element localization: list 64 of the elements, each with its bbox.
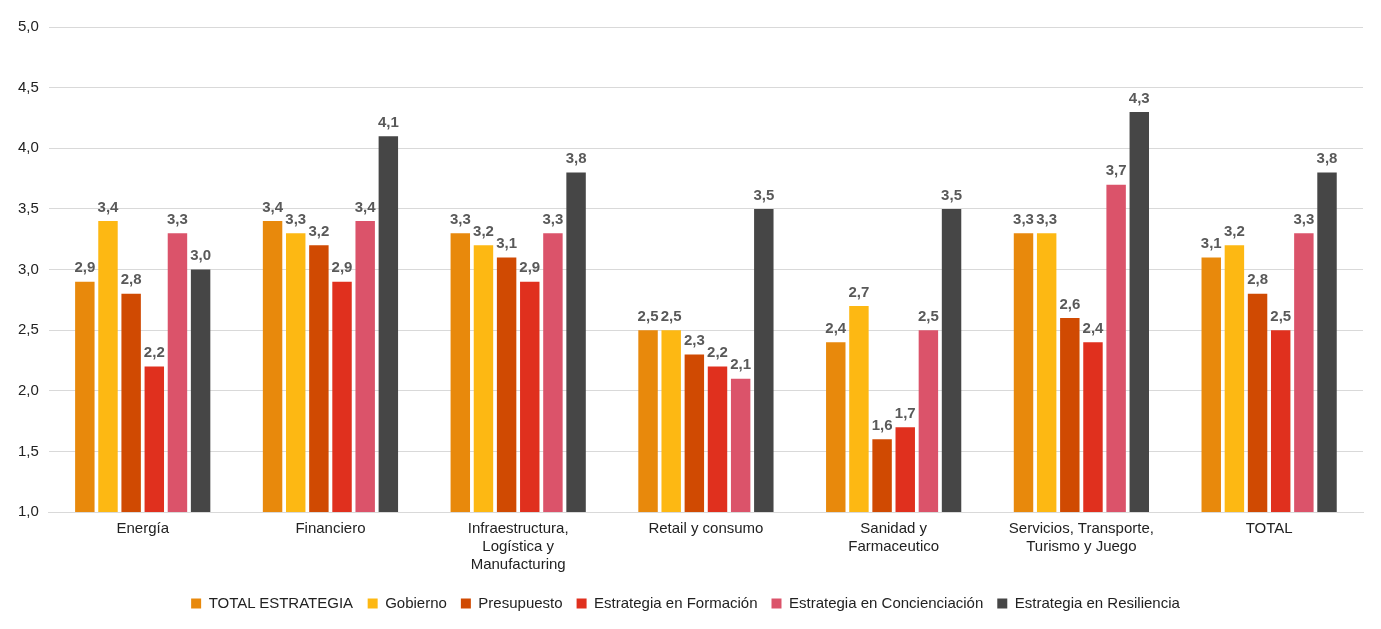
data-label: 3,0 — [190, 246, 212, 264]
data-label: 3,3 — [167, 209, 188, 227]
data-label: 2,3 — [683, 331, 705, 349]
data-label: 3,3 — [1293, 209, 1315, 227]
y-tick-label: 3,0 — [17, 259, 39, 277]
x-tick-label: Financiero — [295, 519, 366, 537]
data-label: 3,4 — [262, 197, 284, 215]
legend-label: Estrategia en Concienciación — [789, 593, 984, 611]
x-tick-label: Servicios, Transporte, Turismo y Juego — [1008, 519, 1154, 555]
x-tick-label: Retail y consumo — [648, 519, 764, 537]
y-tick-label: 5,0 — [17, 17, 39, 35]
legend-label: Presupuesto — [478, 593, 563, 611]
y-tick-label: 2,5 — [17, 320, 39, 338]
data-label: 3,1 — [1200, 234, 1222, 252]
data-label: 3,2 — [308, 221, 330, 239]
data-label: 2,9 — [74, 258, 96, 276]
y-tick-label: 4,5 — [17, 77, 39, 95]
data-label: 3,8 — [565, 149, 587, 167]
y-tick-label: 1,5 — [17, 441, 39, 459]
data-label: 2,5 — [917, 306, 939, 324]
data-label: 3,8 — [1316, 149, 1338, 167]
data-label: 4,3 — [1128, 88, 1150, 106]
data-label: 2,1 — [730, 355, 752, 373]
data-label: 3,1 — [496, 234, 518, 252]
y-tick-label: 3,5 — [17, 199, 39, 217]
data-label: 4,1 — [377, 112, 399, 130]
legend-label: TOTAL ESTRATEGIA — [208, 593, 354, 611]
x-tick-label: Sanidad y Farmaceutico — [848, 519, 940, 555]
data-label: 3,2 — [473, 221, 494, 239]
data-label: 2,4 — [825, 318, 847, 336]
data-label: 3,3 — [1036, 209, 1058, 227]
legend-label: Estrategia en Resiliencia — [1014, 593, 1181, 611]
data-label: 1,6 — [871, 415, 893, 433]
data-label: 3,2 — [1223, 221, 1245, 239]
data-label: 2,2 — [707, 343, 728, 361]
y-tick-label: 1,0 — [17, 502, 39, 520]
data-label: 3,4 — [97, 197, 120, 215]
data-label: 2,9 — [519, 258, 541, 276]
data-label: 2,5 — [660, 306, 682, 324]
x-tick-label: Infraestructura, Logística y Manufacturing — [467, 519, 569, 573]
data-label: 1,7 — [894, 403, 916, 421]
data-label: 3,3 — [1013, 209, 1034, 227]
data-label: 2,8 — [120, 270, 142, 288]
data-label: 2,5 — [1270, 306, 1292, 324]
data-label: 2,8 — [1247, 270, 1268, 288]
data-label: 3,4 — [354, 197, 377, 215]
x-tick-label: TOTAL — [1245, 519, 1293, 537]
data-label: 2,4 — [1082, 318, 1105, 336]
data-label: 2,9 — [331, 258, 353, 276]
data-label: 3,5 — [753, 185, 775, 203]
data-label: 3,7 — [1105, 161, 1127, 179]
data-label: 2,2 — [143, 343, 165, 361]
legend-label: Estrategia en Formación — [594, 593, 758, 611]
data-label: 2,7 — [848, 282, 870, 300]
y-tick-label: 2,0 — [17, 380, 39, 398]
data-label: 2,5 — [637, 306, 659, 324]
data-label: 3,3 — [449, 209, 471, 227]
y-tick-label: 4,0 — [17, 138, 39, 156]
x-tick-label: Energía — [116, 519, 170, 537]
legend-label: Gobierno — [385, 593, 447, 611]
data-label: 2,6 — [1059, 294, 1081, 312]
data-label: 3,3 — [285, 209, 307, 227]
data-label: 3,5 — [941, 185, 962, 203]
data-label: 3,3 — [542, 209, 564, 227]
